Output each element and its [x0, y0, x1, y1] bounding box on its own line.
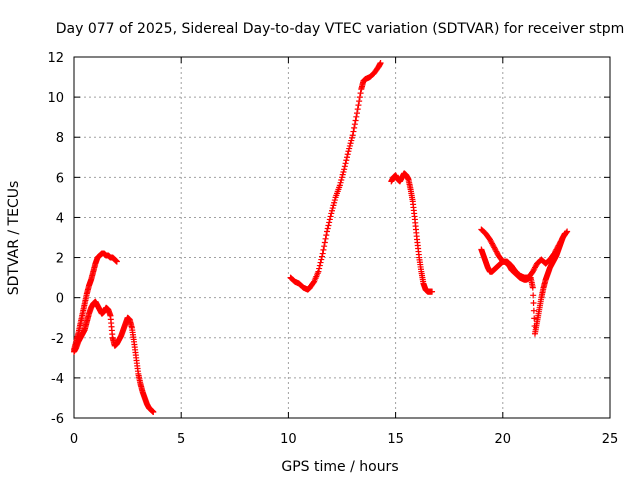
data-point: [319, 250, 326, 257]
data-point: [325, 222, 332, 229]
y-tick-label: -4: [51, 372, 64, 387]
data-point: [344, 151, 351, 158]
series-arc-1: [71, 250, 120, 353]
data-point: [530, 300, 537, 307]
data-point: [530, 307, 537, 314]
data-point: [326, 216, 333, 223]
data-point: [316, 265, 323, 272]
data-point: [356, 94, 363, 101]
data-point: [341, 163, 348, 170]
data-point: [329, 205, 336, 212]
data-point: [345, 148, 352, 155]
data-point: [352, 117, 359, 124]
series-arc-3: [287, 60, 384, 293]
y-tick-label: -6: [51, 412, 64, 427]
y-tick-label: 6: [56, 171, 64, 186]
series-arc-4: [388, 170, 436, 295]
x-tick-label: 5: [177, 432, 185, 447]
data-point: [531, 315, 538, 322]
x-tick-label: 15: [387, 432, 404, 447]
x-tick-label: 10: [280, 432, 297, 447]
data-point: [341, 166, 348, 173]
data-point: [318, 253, 325, 260]
data-point: [356, 98, 363, 105]
data-point: [340, 168, 347, 175]
data-point: [336, 182, 343, 189]
y-tick-label: 4: [56, 211, 64, 226]
data-point: [331, 197, 338, 204]
data-point: [561, 230, 568, 237]
data-point: [350, 128, 357, 135]
y-tick-label: 0: [56, 292, 64, 307]
data-point: [343, 157, 350, 164]
data-point: [322, 235, 329, 242]
data-point: [318, 256, 325, 263]
data-point: [321, 239, 328, 246]
data-point: [317, 259, 324, 266]
data-point: [326, 219, 333, 226]
data-point: [339, 171, 346, 178]
data-point: [351, 124, 358, 131]
data-point: [328, 207, 335, 214]
y-tick-label: 10: [47, 91, 64, 106]
data-point: [339, 174, 345, 181]
data-point: [328, 210, 335, 217]
series-arc-2: [71, 298, 157, 415]
data-point: [354, 106, 361, 113]
data-point: [327, 213, 334, 220]
x-tick-label: 0: [70, 432, 78, 447]
data-point: [355, 102, 362, 109]
data-point: [348, 137, 355, 144]
data-point: [349, 132, 356, 139]
grid-lines: [74, 57, 610, 418]
data-point: [357, 90, 364, 97]
data-point: [346, 142, 353, 149]
data-point: [342, 160, 349, 167]
x-tick-labels: 0 5 10 15 20 25: [70, 432, 618, 447]
data-point: [351, 121, 358, 128]
data-point: [323, 228, 330, 235]
data-point: [354, 110, 361, 117]
data-point: [316, 262, 323, 269]
data-point: [150, 408, 157, 415]
x-axis-label: GPS time / hours: [281, 459, 398, 475]
y-tick-label: 2: [56, 252, 64, 267]
data-point: [344, 154, 351, 161]
data-point: [338, 177, 345, 184]
data-point: [377, 60, 384, 67]
data-point: [349, 134, 356, 141]
data-point: [324, 225, 331, 232]
data-point: [353, 113, 360, 120]
y-tick-label: -2: [51, 332, 64, 347]
chart-title: Day 077 of 2025, Sidereal Day-to-day VTE…: [56, 21, 625, 37]
data-point: [330, 202, 337, 209]
x-tick-label: 25: [602, 432, 619, 447]
data-points: [71, 60, 571, 415]
y-tick-label: 8: [56, 131, 64, 146]
series-arc-6: [478, 230, 568, 337]
data-point: [320, 246, 327, 253]
data-point: [315, 268, 322, 275]
data-point: [347, 140, 354, 147]
data-point: [321, 243, 328, 250]
data-point: [530, 292, 537, 299]
data-point: [113, 258, 120, 265]
y-tick-label: 12: [47, 51, 64, 66]
y-tick-labels: -6 -4 -2 0 2 4 6 8 10 12: [47, 51, 64, 427]
data-point: [346, 145, 353, 152]
data-point: [529, 284, 536, 291]
x-tick-label: 20: [495, 432, 512, 447]
data-point: [323, 232, 330, 239]
data-point: [331, 199, 338, 206]
y-axis-label: SDTVAR / TECUs: [6, 181, 22, 296]
data-point: [429, 288, 436, 295]
data-point: [337, 179, 344, 186]
plot-frame: [73, 56, 611, 419]
